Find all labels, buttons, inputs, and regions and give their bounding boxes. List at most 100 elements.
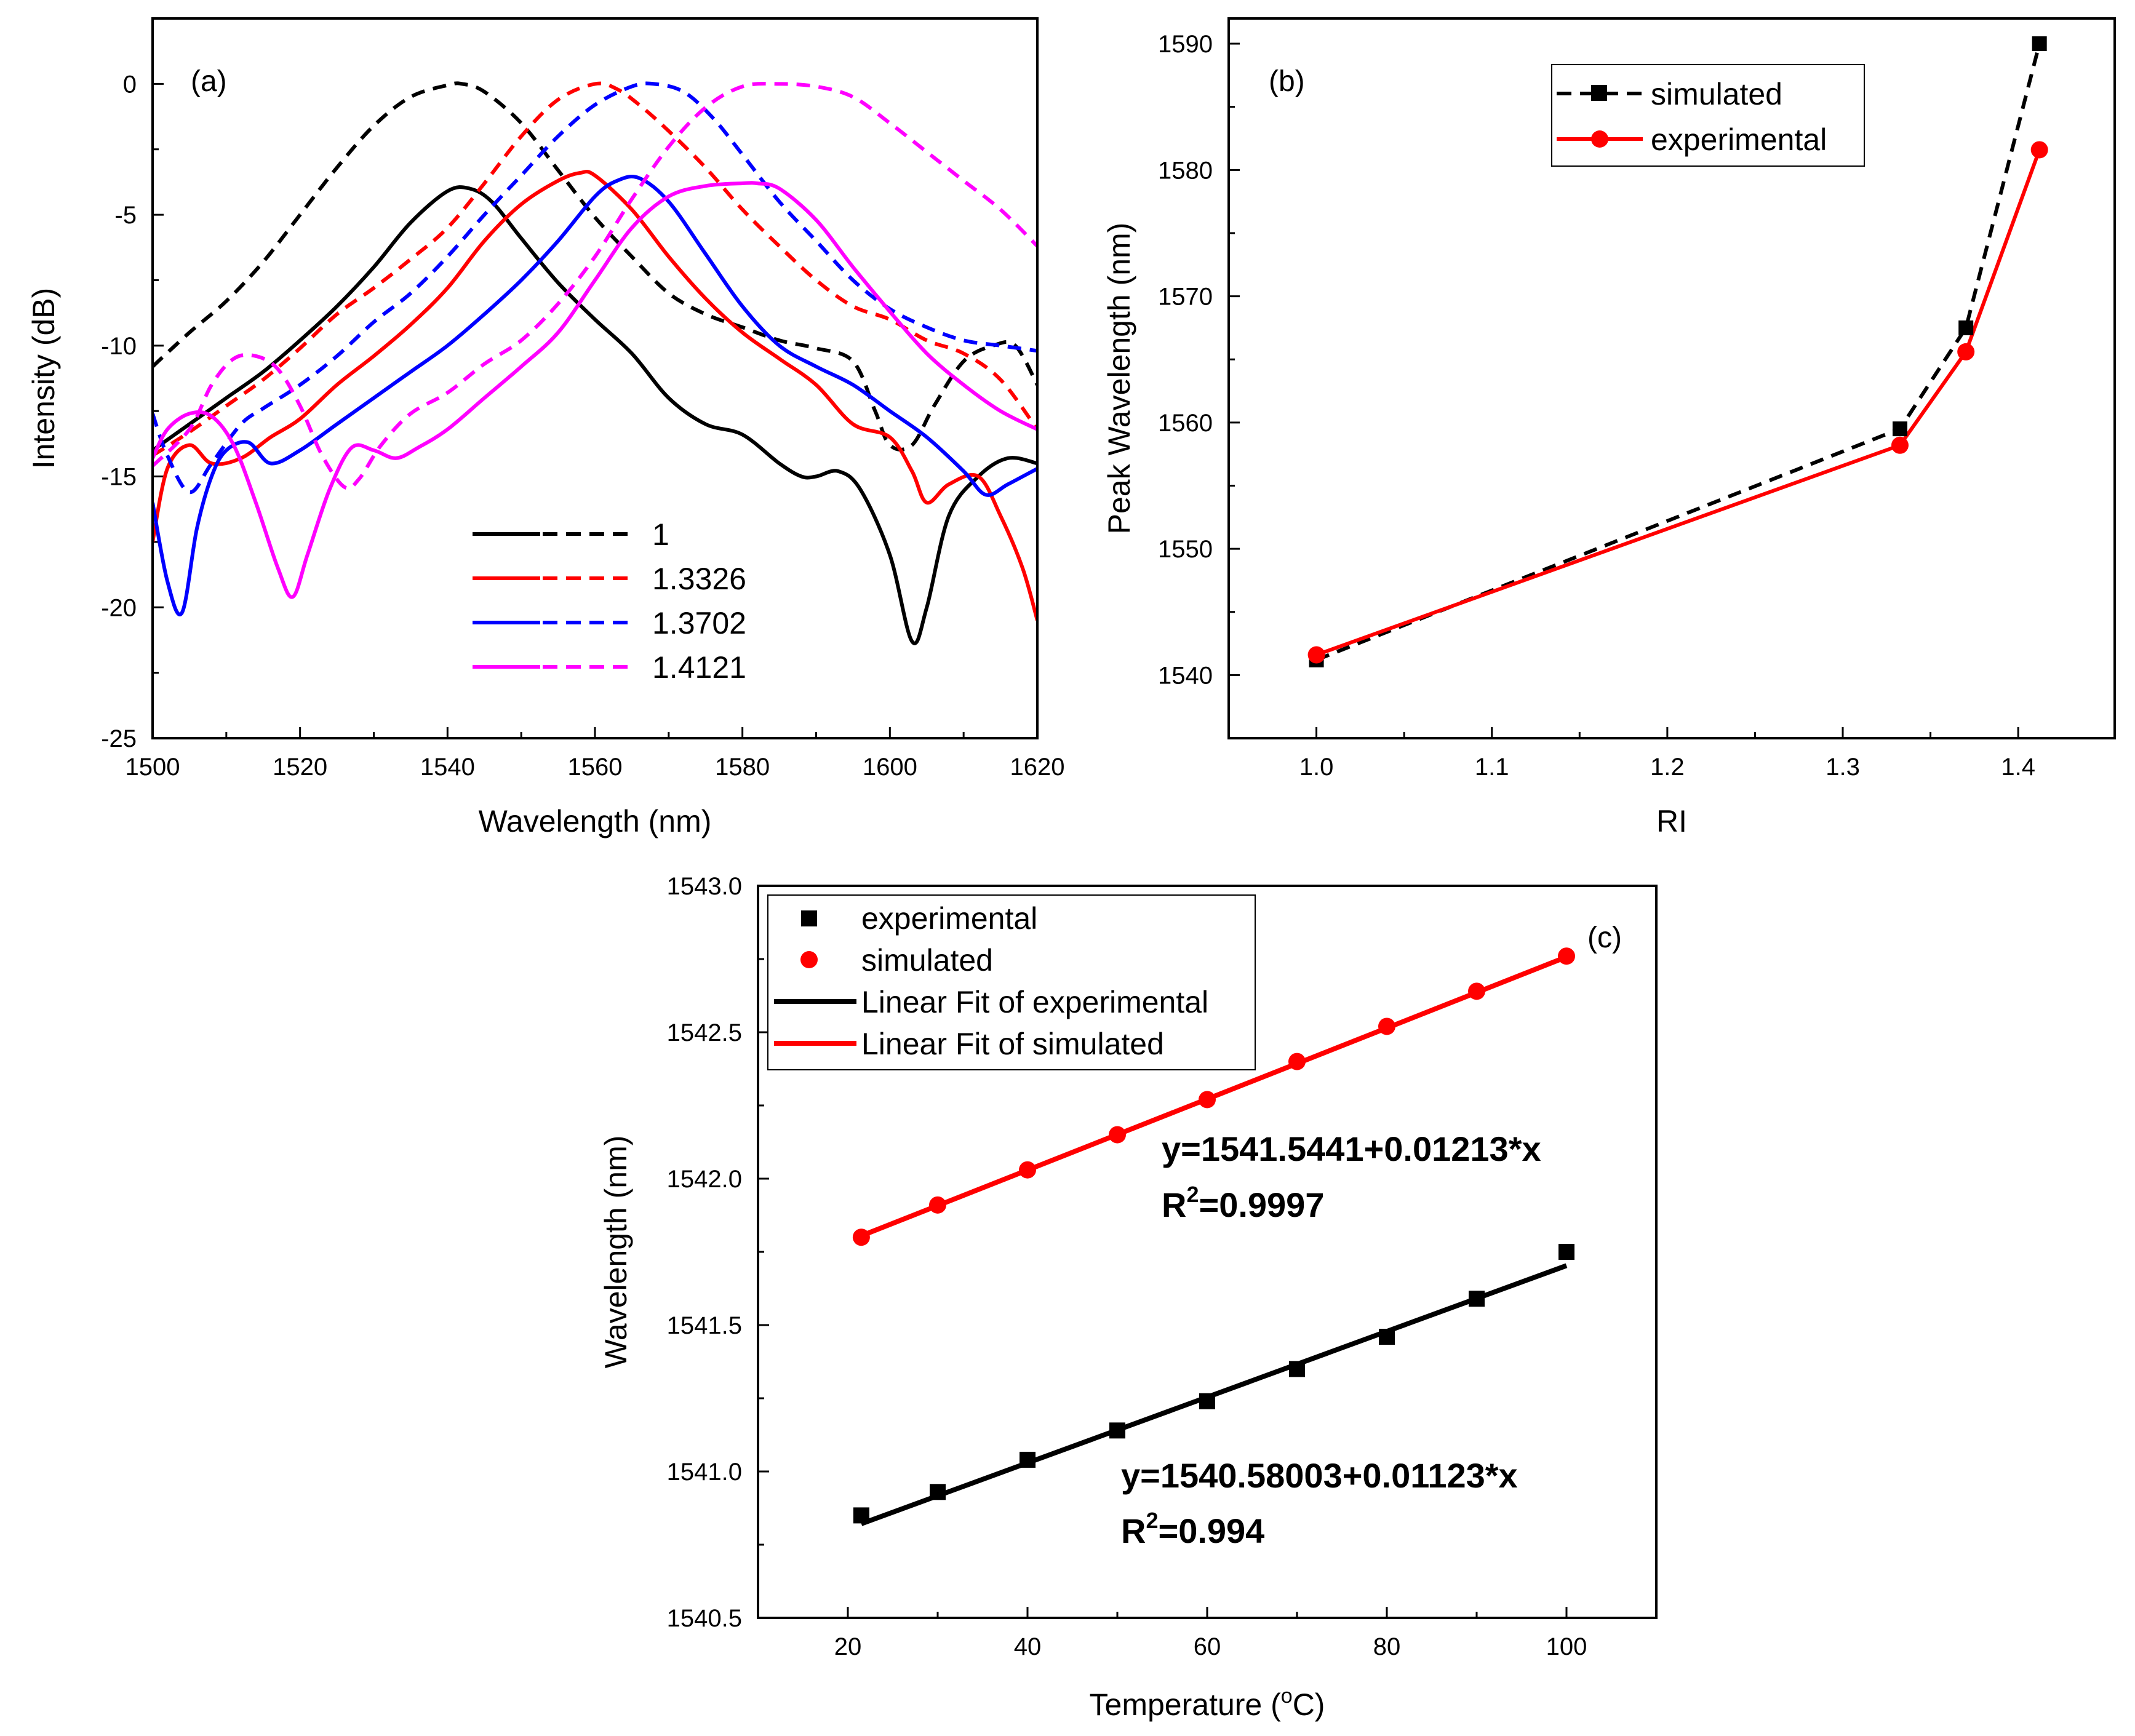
- series-experimental-line: [1315, 149, 2041, 657]
- point-simulated: [1109, 1126, 1126, 1144]
- fit-experimental-r2: R2=0.994: [1121, 1508, 1264, 1550]
- panel-c-xlabel-sup: o: [1281, 1684, 1293, 1708]
- panel-a-series: [153, 81, 1037, 645]
- panel-b-xlabel: RI: [1656, 804, 1687, 838]
- legend-c-simulated-marker: [800, 951, 818, 968]
- panel-c-ytick-label-1542-5: 1542.5: [667, 1019, 742, 1046]
- panel-c-xtick-label-100: 100: [1546, 1633, 1587, 1660]
- panel-c: 20 40 60 80 100 1540.5 1541.0 1541.5 1542.0 1542.…: [599, 873, 1658, 1722]
- panel-c-xtick-label-60: 60: [1194, 1633, 1221, 1660]
- point-experimental: [1020, 1451, 1036, 1468]
- panel-c-ytick-label-1540-5: 1540.5: [667, 1605, 742, 1632]
- point-experimental: [1379, 1329, 1395, 1345]
- panel-c-xlabel: Temperature (oC): [1090, 1684, 1325, 1722]
- point-experimental: [930, 1484, 946, 1500]
- panel-a-ytick-label--5: -5: [114, 202, 137, 229]
- spectrum-1-3702-dashed: [153, 81, 1037, 495]
- fit-experimental-r2-value: =0.994: [1158, 1511, 1264, 1550]
- legend-c-simulated-label: simulated: [861, 943, 993, 977]
- point-simulated: [1468, 982, 1485, 1000]
- series-experimental-point: [1957, 343, 1975, 360]
- fit-simulated-equation: y=1541.5441+0.01213*x: [1162, 1129, 1541, 1168]
- panel-b-ytick-label-1550: 1550: [1158, 536, 1213, 563]
- panel-c-ytick-label-1541-5: 1541.5: [667, 1312, 742, 1339]
- panel-b-legend-box: [1551, 64, 1865, 167]
- panel-b-label: (b): [1269, 65, 1305, 98]
- point-simulated: [1019, 1161, 1036, 1179]
- fit-experimental-r2-sup: 2: [1146, 1508, 1158, 1533]
- panel-b-xtick-label-1-4: 1.4: [2001, 754, 2035, 781]
- fit-simulated-r2-prefix: R: [1162, 1185, 1186, 1224]
- series-simulated-point: [1958, 320, 1974, 335]
- panel-b-legend: simulated experimental: [1551, 64, 1865, 167]
- fit-simulated-r2-sup: 2: [1186, 1182, 1199, 1207]
- panel-b-xtick-label-1-3: 1.3: [1826, 754, 1860, 781]
- legend-13702-label: 1.3702: [652, 606, 746, 640]
- series-experimental-point: [1307, 646, 1325, 664]
- panel-c-xtick-label-20: 20: [834, 1633, 862, 1660]
- point-simulated: [852, 1228, 870, 1246]
- panel-a: 1500 1520 1540 1560 1580 1600 1620 -25 -20 -15 -10…: [26, 17, 1064, 838]
- panel-b-ytick-label-1580: 1580: [1158, 157, 1213, 184]
- series-experimental-point: [1891, 436, 1909, 454]
- panel-b-ytick-label-1570: 1570: [1158, 284, 1213, 311]
- fit-experimental-equation: y=1540.58003+0.01123*x: [1121, 1456, 1518, 1495]
- legend-c-experimental-marker: [801, 910, 817, 926]
- panel-b-xtick-label-1-2: 1.2: [1650, 754, 1685, 781]
- point-experimental: [1469, 1291, 1485, 1307]
- point-simulated: [929, 1196, 946, 1214]
- panel-c-legend: experimental simulated Linear Fit of exp…: [767, 894, 1256, 1070]
- point-experimental: [1289, 1361, 1305, 1377]
- legend-c-fit-sim-label: Linear Fit of simulated: [861, 1027, 1164, 1061]
- panel-b-ticks: 1.0 1.1 1.2 1.3 1.4 1540 1550 1560 1570 1580 1590: [1158, 31, 2035, 781]
- panel-a-label: (a): [191, 65, 227, 98]
- panel-b-ytick-label-1590: 1590: [1158, 31, 1213, 58]
- panel-c-xlabel-main: Temperature (: [1090, 1687, 1282, 1722]
- panel-c-frame: [757, 885, 1658, 1619]
- panel-a-ylabel: Intensity (dB): [26, 288, 61, 469]
- panel-a-ytick-label-0: 0: [123, 71, 137, 98]
- panel-b-ytick-label-1540: 1540: [1158, 662, 1213, 689]
- point-experimental: [1109, 1422, 1125, 1439]
- panel-a-ytick-label--25: -25: [101, 725, 137, 752]
- panel-a-ytick-label--10: -10: [101, 333, 137, 360]
- spectrum-1-3326-solid: [153, 169, 1037, 621]
- panel-a-ytick-label--20: -20: [101, 594, 137, 621]
- legend-experimental-marker: [1591, 130, 1608, 148]
- panel-a-ticks: 1500 1520 1540 1560 1580 1600 1620 -25 -20 -15 -10…: [101, 71, 1064, 781]
- spectrum-1-solid: [153, 185, 1037, 645]
- panel-b-series: [1307, 36, 2048, 667]
- panel-c-xtick-label-40: 40: [1014, 1633, 1042, 1660]
- panel-a-frame: [151, 17, 1039, 739]
- fit-simulated-r2: R2=0.9997: [1162, 1182, 1324, 1224]
- panel-a-xtick-label-1540: 1540: [420, 754, 475, 781]
- point-simulated: [1288, 1053, 1306, 1070]
- legend-13326-label: 1.3326: [652, 562, 746, 596]
- panel-a-xtick-label-1500: 1500: [126, 754, 180, 781]
- point-simulated: [1199, 1091, 1216, 1109]
- legend-experimental-label: experimental: [1651, 122, 1827, 157]
- panel-a-xlabel: Wavelength (nm): [479, 804, 712, 838]
- panel-a-xtick-label-1560: 1560: [568, 754, 623, 781]
- spectrum-1-3702-solid: [153, 175, 1037, 616]
- spectrum-1-3326-dashed: [153, 81, 1037, 458]
- panel-c-ticks: 20 40 60 80 100 1540.5 1541.0 1541.5 1542.0 1542.…: [667, 873, 1587, 1660]
- panel-a-legend: 1 1.3326 1.3702 1.4121: [473, 517, 746, 685]
- panel-a-xtick-label-1600: 1600: [863, 754, 917, 781]
- series-simulated-point: [1892, 421, 1907, 437]
- legend-14121-label: 1.4121: [652, 650, 746, 685]
- legend-c-fit-exp-label: Linear Fit of experimental: [861, 985, 1208, 1019]
- panel-a-xtick-label-1620: 1620: [1010, 754, 1065, 781]
- fit-simulated-r2-value: =0.9997: [1199, 1185, 1324, 1224]
- panel-c-legend-box: [767, 894, 1256, 1070]
- point-experimental: [1558, 1244, 1574, 1260]
- series-experimental-point: [2030, 141, 2048, 159]
- spectrum-1-4121-dashed: [153, 82, 1037, 490]
- panel-c-ytick-label-1542: 1542.0: [667, 1166, 742, 1193]
- panel-c-xlabel-end: C): [1293, 1687, 1325, 1722]
- legend-1-label: 1: [652, 517, 669, 552]
- panel-b-ylabel: Peak Wavelength (nm): [1102, 223, 1136, 535]
- panel-c-xtick-label-80: 80: [1373, 1633, 1401, 1660]
- series-simulated-point: [2032, 36, 2047, 52]
